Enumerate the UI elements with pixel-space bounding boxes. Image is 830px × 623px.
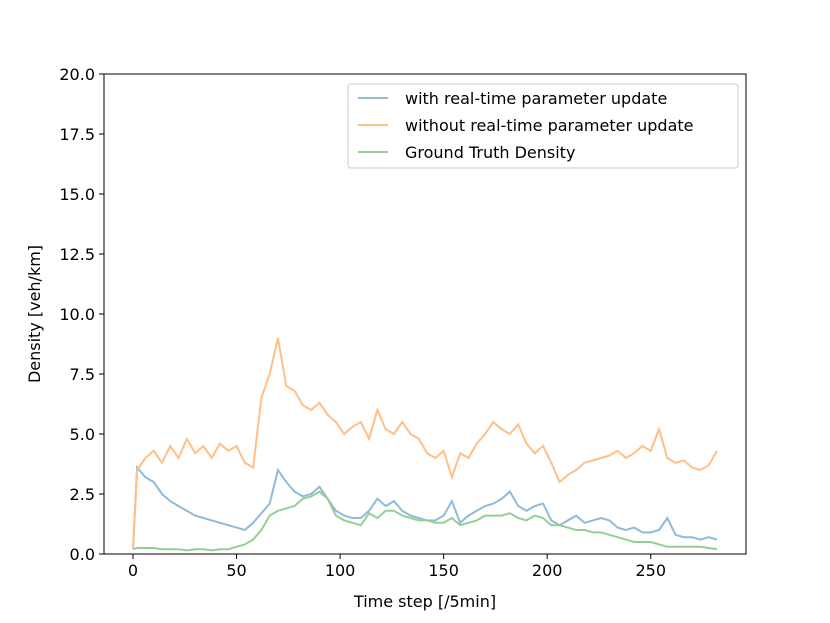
y-tick-label: 20.0 xyxy=(59,65,95,84)
x-tick-label: 100 xyxy=(325,561,356,580)
legend-label: with real-time parameter update xyxy=(405,89,667,108)
x-tick-label: 0 xyxy=(128,561,138,580)
y-tick-label: 15.0 xyxy=(59,185,95,204)
legend-label: Ground Truth Density xyxy=(405,143,575,162)
x-axis-label: Time step [/5min] xyxy=(353,592,496,611)
y-tick-label: 12.5 xyxy=(59,245,95,264)
y-tick-label: 17.5 xyxy=(59,125,95,144)
series-line xyxy=(132,490,718,552)
y-tick-label: 2.5 xyxy=(70,485,95,504)
legend-label: without real-time parameter update xyxy=(405,116,694,135)
legend-frame xyxy=(347,83,739,169)
axes-frame xyxy=(103,73,747,555)
y-axis-label: Density [veh/km] xyxy=(25,245,44,383)
x-tick-label: 150 xyxy=(428,561,459,580)
y-tick-label: 5.0 xyxy=(70,425,95,444)
series-line xyxy=(131,337,718,550)
y-tick-label: 7.5 xyxy=(70,365,95,384)
x-tick-label: 250 xyxy=(635,561,666,580)
y-tick-label: 10.0 xyxy=(59,305,95,324)
x-tick-label: 50 xyxy=(226,561,246,580)
series-line xyxy=(131,465,718,550)
legend: with real-time parameter update without r… xyxy=(347,83,739,169)
x-tick-label: 200 xyxy=(532,561,563,580)
y-tick-label: 0.0 xyxy=(70,545,95,564)
